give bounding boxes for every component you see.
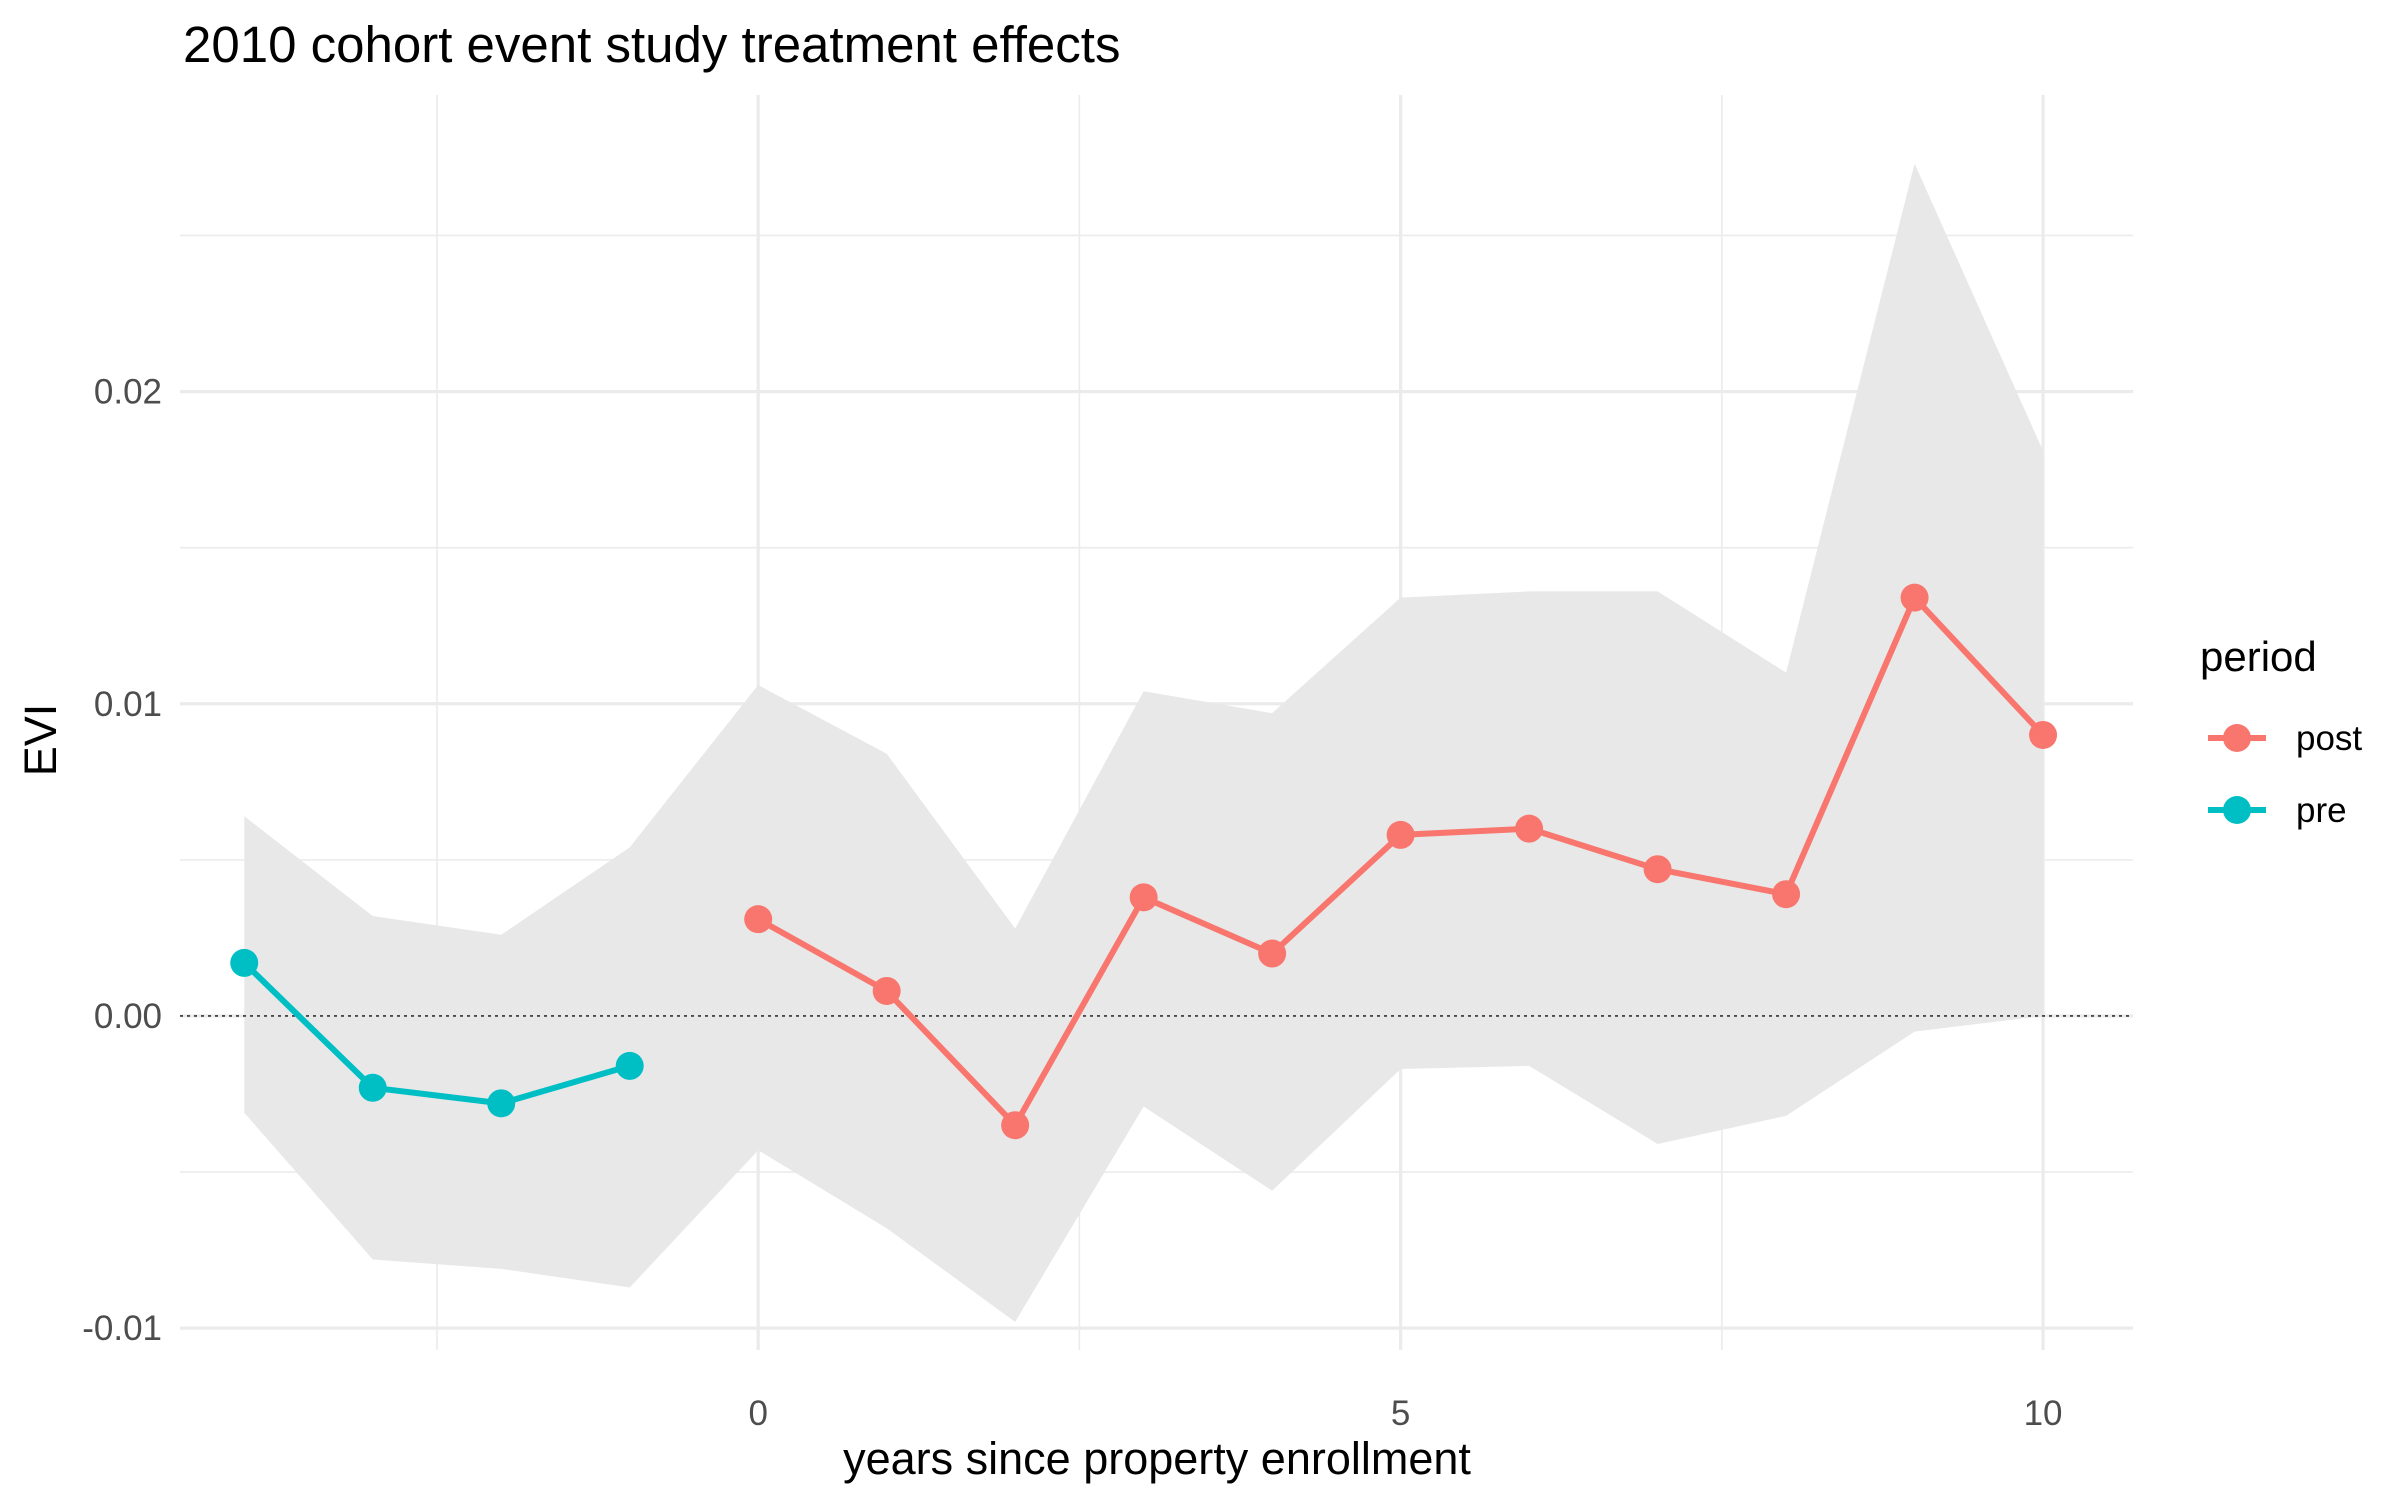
series-group bbox=[230, 583, 2058, 1140]
x-tick-label: 10 bbox=[2024, 1394, 2063, 1433]
data-point-post bbox=[744, 905, 773, 934]
legend-key-point-pre bbox=[2223, 796, 2251, 824]
data-point-post bbox=[1515, 814, 1544, 843]
data-point-post bbox=[1001, 1111, 1030, 1140]
data-point-post bbox=[1258, 939, 1287, 968]
series-line-pre bbox=[241, 959, 633, 1107]
legend-label-post: post bbox=[2296, 719, 2362, 758]
legend-key-point-post bbox=[2223, 724, 2251, 752]
y-tick-label: 0.02 bbox=[94, 373, 162, 412]
data-point-pre bbox=[615, 1051, 644, 1080]
y-tick-label: 0.01 bbox=[94, 685, 162, 724]
y-tick-label: -0.01 bbox=[82, 1309, 162, 1348]
data-point-post bbox=[1129, 883, 1158, 912]
chart-title: 2010 cohort event study treatment effect… bbox=[183, 16, 1120, 73]
data-point-pre bbox=[358, 1073, 387, 1102]
y-tick-label: 0.00 bbox=[94, 997, 162, 1036]
data-point-pre bbox=[230, 948, 259, 977]
x-axis-title: years since property enrollment bbox=[843, 1433, 1471, 1484]
data-point-pre bbox=[487, 1089, 516, 1118]
x-tick-label: 0 bbox=[748, 1394, 767, 1433]
axis-labels: -0.01 0.00 0.01 0.02 0 5 10 bbox=[82, 373, 2062, 1433]
legend-label-pre: pre bbox=[2296, 791, 2347, 830]
data-point-post bbox=[2029, 720, 2058, 749]
data-point-post bbox=[1643, 855, 1672, 884]
legend: period post pre bbox=[2200, 633, 2362, 830]
data-point-post bbox=[1386, 820, 1415, 849]
x-tick-label: 5 bbox=[1391, 1394, 1410, 1433]
data-point-post bbox=[1900, 583, 1929, 612]
legend-title: period bbox=[2200, 633, 2317, 680]
data-point-post bbox=[872, 976, 901, 1005]
confidence-band bbox=[244, 163, 2044, 1322]
confidence-band-group bbox=[244, 163, 2044, 1322]
y-axis-title: EVI bbox=[15, 704, 66, 777]
data-point-post bbox=[1772, 880, 1801, 909]
